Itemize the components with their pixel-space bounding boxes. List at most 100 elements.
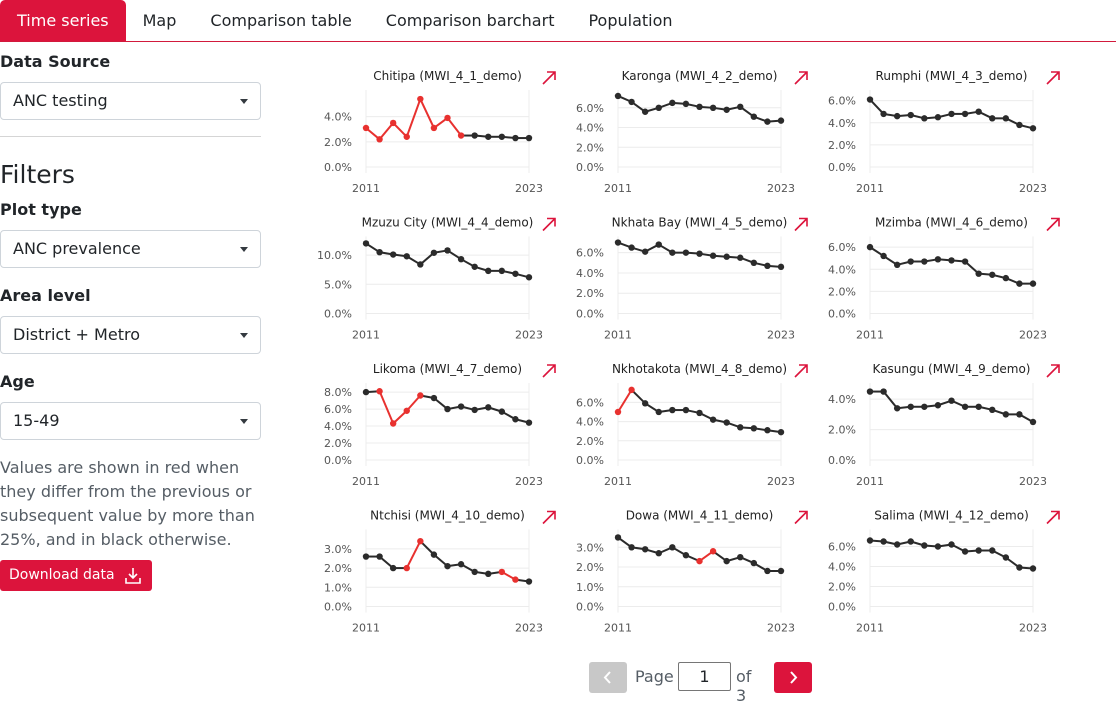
data-point <box>777 117 785 124</box>
data-point <box>696 103 703 111</box>
y-tick-label: 10.0% <box>317 249 352 262</box>
data-point <box>498 267 506 275</box>
data-point <box>880 110 887 118</box>
page-number-input[interactable]: 1 <box>678 662 731 691</box>
previous-page-button[interactable] <box>589 662 627 693</box>
data-point <box>682 100 690 108</box>
chart-panel: Mzuzu City (MWI_4_4_demo) 0.0% 5.0% 10.0% 20… <box>317 216 556 342</box>
data-point <box>444 247 451 254</box>
data-point <box>376 553 383 560</box>
data-point <box>948 257 955 264</box>
caret-down-icon <box>240 333 248 338</box>
data-point <box>444 562 451 570</box>
expand-arrow-icon[interactable] <box>1046 364 1060 378</box>
data-point <box>512 576 519 583</box>
data-point <box>961 548 969 555</box>
data-point <box>764 118 771 125</box>
data-point <box>417 95 424 103</box>
data-point <box>444 405 451 413</box>
chart-panel: Nkhata Bay (MWI_4_5_demo) 0.0% 2.0% 4.0% 6.0… <box>576 216 808 342</box>
data-point <box>376 388 383 395</box>
y-tick-label: 2.0% <box>828 581 856 594</box>
expand-arrow-icon[interactable] <box>794 510 808 525</box>
data-point <box>975 403 982 410</box>
data-point <box>498 408 506 415</box>
data-point <box>614 92 622 100</box>
x-tick-label: 2023 <box>767 475 795 488</box>
expand-arrow-path <box>1046 217 1060 232</box>
data-point <box>1016 564 1023 571</box>
data-point <box>1002 115 1010 122</box>
data-point <box>907 538 914 545</box>
plot-type-select[interactable]: ANC prevalence <box>0 230 261 268</box>
expand-arrow-path <box>542 364 556 378</box>
data-point <box>614 534 622 541</box>
expand-arrow-icon[interactable] <box>1046 217 1060 232</box>
y-tick-label: 0.0% <box>324 161 352 174</box>
data-point <box>471 263 478 270</box>
x-tick-label: 2011 <box>352 622 380 635</box>
data-point <box>389 119 397 127</box>
divider <box>0 136 261 137</box>
chart-panel: Nkhotakota (MWI_4_8_demo) 0.0% 2.0% 4.0% 6.0… <box>576 362 808 488</box>
x-tick-label: 2011 <box>604 622 632 635</box>
expand-arrow-icon[interactable] <box>1046 510 1060 525</box>
data-point <box>723 106 730 113</box>
y-tick-label: 0.0% <box>324 601 352 614</box>
data-point <box>934 543 942 550</box>
data-point <box>457 561 465 568</box>
tab-comparison-barchart[interactable]: Comparison barchart <box>385 11 555 30</box>
expand-arrow-icon[interactable] <box>542 217 556 232</box>
data-point <box>866 96 874 103</box>
data-point <box>709 252 717 259</box>
data-point <box>1029 280 1037 287</box>
expand-arrow-icon[interactable] <box>1046 71 1060 85</box>
time-series-plot-grid: Chitipa (MWI_4_1_demo) 0.0% 2.0% 4.0% 2011 20… <box>317 69 1060 635</box>
age-label: Age <box>0 372 35 391</box>
data-point <box>709 416 717 423</box>
tab-time-series[interactable]: Time series <box>0 0 126 41</box>
expand-arrow-icon[interactable] <box>794 217 808 232</box>
expand-arrow-icon[interactable] <box>794 364 808 378</box>
data-point <box>709 548 717 555</box>
x-tick-label: 2011 <box>604 182 632 195</box>
data-point <box>737 254 744 261</box>
expand-arrow-icon[interactable] <box>794 71 808 85</box>
y-tick-label: 4.0% <box>576 416 604 429</box>
data-point <box>485 570 492 578</box>
age-select[interactable]: 15-49 <box>0 402 261 440</box>
caret-down-icon <box>240 99 248 104</box>
y-tick-label: 2.0% <box>576 435 604 448</box>
data-point <box>682 552 690 559</box>
expand-arrow-icon[interactable] <box>542 71 556 85</box>
y-tick-label: 4.0% <box>576 122 604 135</box>
data-point <box>525 134 533 142</box>
data-point <box>389 251 397 258</box>
y-tick-label: 0.0% <box>324 454 352 467</box>
data-point <box>457 255 465 263</box>
x-tick-label: 2023 <box>1019 622 1047 635</box>
x-tick-label: 2023 <box>515 182 543 195</box>
y-tick-label: 0.0% <box>576 601 604 614</box>
tab-population[interactable]: Population <box>588 11 673 30</box>
expand-arrow-icon[interactable] <box>542 364 556 378</box>
download-data-button[interactable]: Download data <box>0 560 152 591</box>
chart-title: Rumphi (MWI_4_3_demo) <box>876 69 1028 83</box>
tab-comparison-table[interactable]: Comparison table <box>210 11 352 30</box>
data-point <box>362 388 370 396</box>
expand-arrow-icon[interactable] <box>542 510 556 525</box>
series-line <box>405 98 422 138</box>
x-tick-label: 2023 <box>1019 329 1047 342</box>
area-level-label: Area level <box>0 286 91 305</box>
data-point <box>655 408 662 416</box>
data-point <box>1029 418 1037 426</box>
next-page-button[interactable] <box>774 662 812 693</box>
area-level-select[interactable]: District + Metro <box>0 316 261 354</box>
data-point <box>376 136 383 143</box>
tab-map[interactable]: Map <box>142 11 177 30</box>
data-point <box>1029 125 1037 132</box>
data-point <box>628 386 635 394</box>
data-source-select[interactable]: ANC testing <box>0 82 261 120</box>
data-point <box>417 392 424 399</box>
x-tick-label: 2011 <box>856 622 884 635</box>
